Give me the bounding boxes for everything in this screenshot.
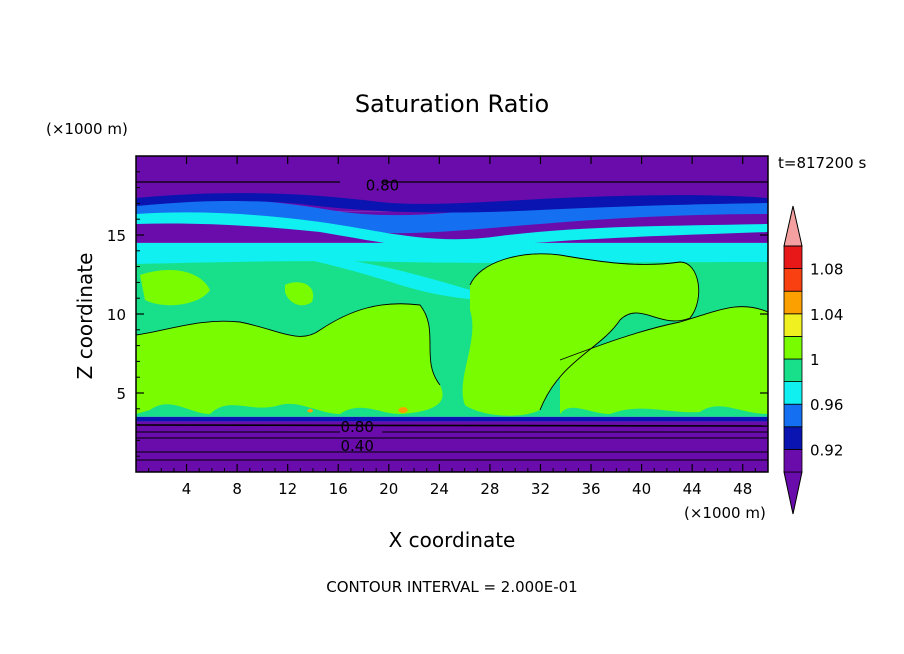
y-axis-label: Z coordinate [73,253,97,380]
x-tick-label: 4 [182,480,192,498]
colorbar-box [783,358,803,383]
contour-line [559,306,768,361]
y-tick-label: 15 [107,227,126,245]
colorbar-box [783,426,803,450]
colorbar-box [783,313,803,337]
y-tick-label: 10 [107,306,126,324]
colorbar-label: 1 [810,351,820,369]
colorbar-label: 1.04 [810,306,843,324]
y-tick-label: 5 [116,385,126,403]
contour-label: 0.80 [340,418,373,436]
contour-interval-footer: CONTOUR INTERVAL = 2.000E-01 [326,578,577,596]
field-band [136,416,768,422]
saturation-field [136,156,768,472]
x-tick-label: 44 [683,480,702,498]
x-tick-label: 12 [278,480,297,498]
x-unit-label: (×1000 m) [684,504,766,522]
x-tick-label: 36 [581,480,600,498]
colorbar-box [783,381,803,405]
colorbar-over-triangle [783,205,803,247]
lime-cell [136,303,443,414]
colorbar-box [783,290,803,315]
colorbar-box [783,268,803,292]
x-tick-label: 8 [232,480,242,498]
x-tick-label: 40 [632,480,651,498]
x-tick-label: 48 [733,480,752,498]
streak [136,212,768,249]
x-tick-label: 16 [329,480,348,498]
colorbar-label: 0.92 [810,441,843,459]
lime-cell [560,306,768,414]
time-label: t=817200 s [778,154,866,172]
x-axis-label: X coordinate [389,528,516,552]
chart-title: Saturation Ratio [355,90,549,118]
field-band [136,421,768,472]
y-unit-label: (×1000 m) [46,120,128,138]
streak [300,255,540,301]
warm-spot [398,407,408,413]
x-tick-label: 24 [430,480,449,498]
colorbar-under-triangle [783,471,803,515]
colorbar-box [783,245,803,270]
lime-cell [462,253,699,416]
contour-labels: 0.800.800.40 [340,176,399,455]
contour-line [136,303,441,386]
contour-label: 0.40 [340,437,373,455]
contour-line [469,253,700,411]
warm-spot [307,408,313,413]
x-axis: 4 8 12 16 20 24 28 32 36 40 44 48 [148,156,756,498]
lime-cell [285,282,314,306]
colorbar-box [783,448,803,473]
contour-lines [136,181,768,461]
colorbar-label: 1.08 [810,261,843,279]
streak [136,193,768,213]
x-tick-label: 28 [480,480,499,498]
colorbar: 0.92 0.96 1 1.04 1.08 [783,205,843,515]
x-tick-label: 32 [531,480,550,498]
colorbar-box [783,335,803,360]
x-tick-label: 20 [379,480,398,498]
contour-label: 0.80 [366,176,399,194]
colorbar-box [783,403,803,428]
streak [136,252,768,264]
colorbar-label: 0.96 [810,396,843,414]
lime-cell [140,270,210,306]
y-axis: 5 10 15 [107,171,768,457]
